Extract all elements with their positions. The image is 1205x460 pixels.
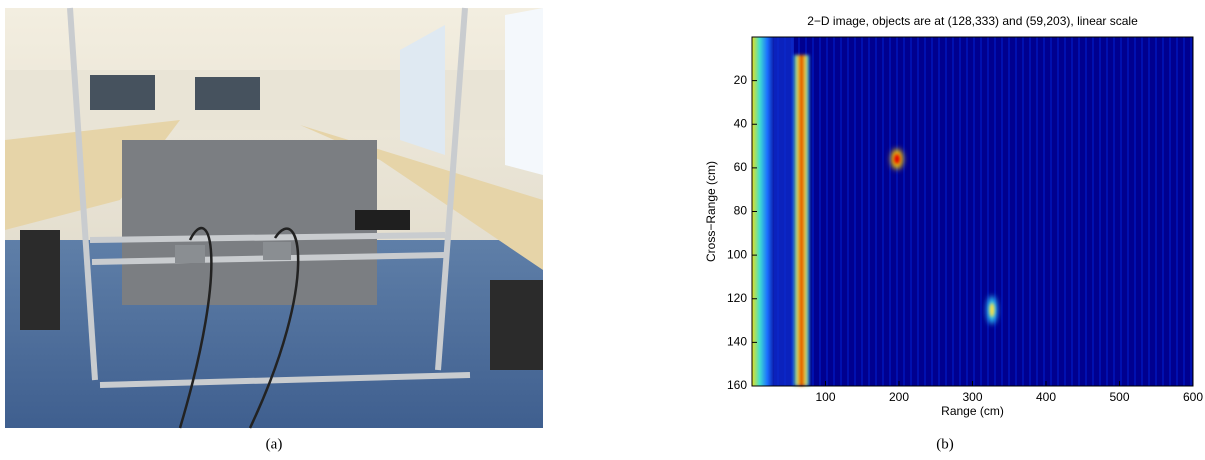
y-axis-label: Cross−Range (cm) (704, 161, 718, 262)
x-tick-label: 400 (1036, 390, 1056, 404)
y-tick-label: 160 (727, 378, 747, 392)
heatmap-image (752, 37, 1193, 386)
x-tick-label: 200 (889, 390, 909, 404)
y-tick-label: 80 (734, 204, 748, 218)
y-tick-label: 100 (727, 247, 747, 261)
caption: (b) (936, 436, 954, 452)
y-tick-label: 60 (734, 160, 748, 174)
y-tick-label: 40 (734, 116, 748, 130)
chart-title: 2−D image, objects are at (128,333) and … (807, 14, 1138, 28)
x-tick-label: 600 (1183, 390, 1203, 404)
x-tick-label: 100 (815, 390, 835, 404)
y-tick-label: 140 (727, 335, 747, 349)
x-tick-label: 300 (962, 390, 982, 404)
y-tick-label: 20 (734, 73, 748, 87)
x-tick-label: 500 (1109, 390, 1129, 404)
y-tick-label: 120 (727, 291, 747, 305)
caption: (a) (266, 436, 283, 452)
x-axis-label: Range (cm) (941, 404, 1004, 418)
photo (5, 7, 543, 429)
